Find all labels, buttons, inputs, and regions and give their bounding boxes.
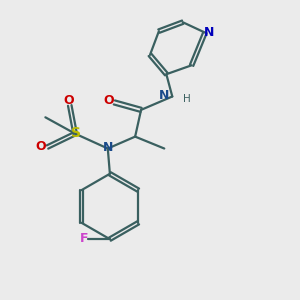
Text: N: N bbox=[204, 26, 214, 38]
Text: H: H bbox=[183, 94, 190, 104]
Text: O: O bbox=[104, 94, 114, 107]
Text: O: O bbox=[36, 140, 46, 153]
Text: N: N bbox=[103, 140, 114, 154]
Text: F: F bbox=[80, 232, 88, 245]
Text: S: S bbox=[71, 126, 81, 140]
Text: N: N bbox=[159, 88, 169, 101]
Text: O: O bbox=[64, 94, 74, 107]
